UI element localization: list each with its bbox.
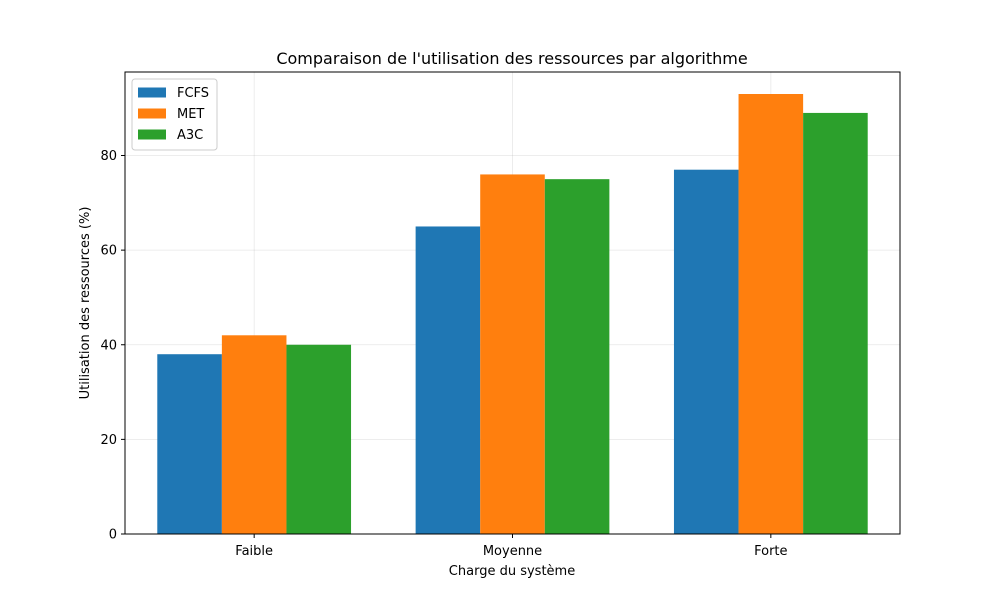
y-axis-label: Utilisation des ressources (%) <box>78 207 93 400</box>
legend-swatch-met <box>138 108 166 119</box>
bar-fcfs-forte <box>673 169 739 535</box>
bar-met-forte <box>738 94 804 534</box>
x-tick-label: Moyenne <box>483 544 542 559</box>
y-tick-label: 20 <box>100 433 117 448</box>
bar-fcfs-faible <box>157 354 222 534</box>
x-tick-label: Faible <box>235 544 273 559</box>
bar-a3c-forte <box>803 112 868 534</box>
bar-a3c-moyenne <box>544 179 610 534</box>
x-axis-label: Charge du système <box>449 564 575 579</box>
x-tick-label: Forte <box>754 544 787 559</box>
y-tick-label: 0 <box>109 528 117 543</box>
legend-label-a3c: A3C <box>177 128 203 143</box>
legend: FCFS MET A3C <box>131 78 218 151</box>
legend-label-met: MET <box>177 107 204 122</box>
y-tick-label: 40 <box>100 338 117 353</box>
bar-met-faible <box>221 335 287 534</box>
y-tick-label: 60 <box>100 244 117 259</box>
bars <box>157 94 868 535</box>
chart-title: Comparaison de l'utilisation des ressour… <box>276 49 747 68</box>
y-tick-label: 80 <box>100 149 117 164</box>
bar-met-moyenne <box>480 174 545 534</box>
legend-swatch-fcfs <box>138 87 166 98</box>
legend-swatch-a3c <box>138 129 166 140</box>
ticks: 0 20 40 60 80 Faible Moyenne Forte <box>100 149 787 559</box>
bar-fcfs-moyenne <box>415 226 481 534</box>
legend-label-fcfs: FCFS <box>177 86 209 101</box>
bar-a3c-faible <box>286 344 352 534</box>
